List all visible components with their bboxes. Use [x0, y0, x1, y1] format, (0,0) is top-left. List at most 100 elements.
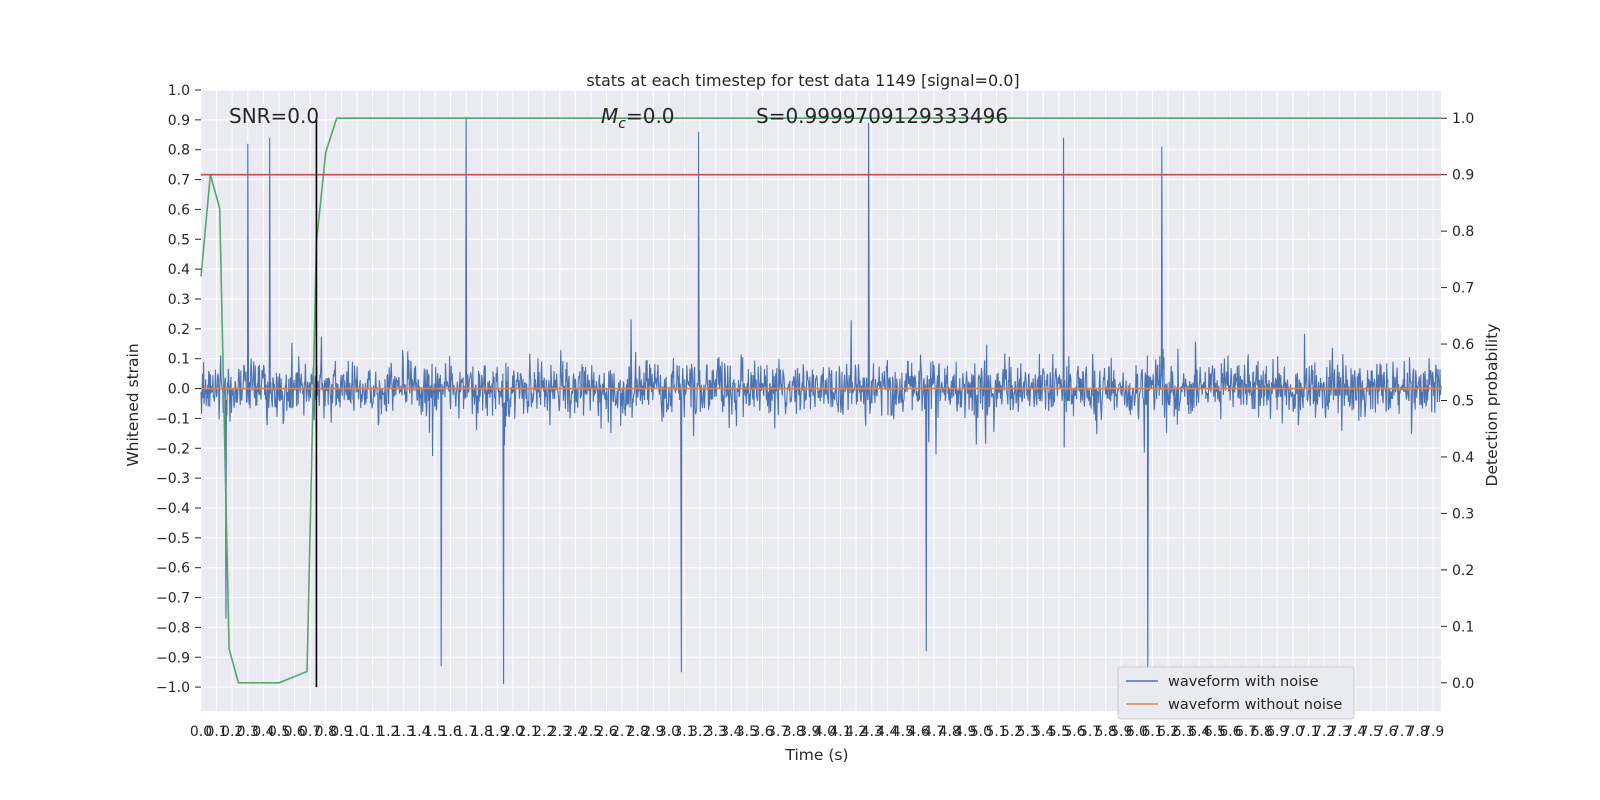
y-tick-label-left: −1.0	[156, 680, 190, 696]
x-tick-label: 5.3	[1017, 724, 1039, 740]
x-tick-label: 4.4	[876, 724, 898, 740]
mc-annotation-value: =0.0	[626, 104, 675, 128]
x-tick-label: 7.1	[1297, 724, 1319, 740]
x-tick-label: 5.2	[1001, 724, 1023, 740]
legend-label-waveform-with-noise: waveform with noise	[1168, 674, 1319, 690]
x-tick-label: 0.0	[190, 724, 212, 740]
x-tick-label: 3.1	[673, 724, 695, 740]
x-tick-label: 0.6	[283, 724, 305, 740]
x-tick-label: 3.0	[658, 724, 680, 740]
x-tick-label: 4.7	[923, 724, 945, 740]
y-tick-label-right: 0.3	[1452, 506, 1474, 522]
x-tick-label: 4.3	[861, 724, 883, 740]
x-tick-label: 6.9	[1266, 724, 1288, 740]
mc-annotation: Mc=0.0	[601, 104, 675, 132]
y-tick-label-left: 0.1	[168, 352, 190, 368]
y-tick-label-right: 0.9	[1452, 168, 1474, 184]
x-tick-label: 5.7	[1079, 724, 1101, 740]
y-tick-label-left: 0.3	[168, 292, 190, 308]
x-tick-label: 4.6	[907, 724, 929, 740]
x-tick-label: 2.8	[627, 724, 649, 740]
x-tick-label: 4.8	[939, 724, 961, 740]
y-tick-label-left: 1.0	[168, 83, 190, 99]
y-tick-label-right: 0.2	[1452, 563, 1474, 579]
y-tick-label-right: 0.0	[1452, 676, 1474, 692]
x-tick-label: 1.2	[377, 724, 399, 740]
x-tick-label: 2.0	[502, 724, 524, 740]
x-tick-label: 2.1	[517, 724, 539, 740]
x-tick-label: 2.3	[549, 724, 571, 740]
x-tick-label: 7.4	[1344, 724, 1366, 740]
series-layer	[200, 116, 1442, 688]
x-tick-label: 5.4	[1032, 724, 1054, 740]
y-tick-label-right: 0.7	[1452, 281, 1474, 297]
x-tick-label: 2.4	[564, 724, 586, 740]
y-tick-label-left: 0.2	[168, 322, 190, 338]
x-tick-label: 7.6	[1375, 724, 1397, 740]
x-tick-label: 1.9	[486, 724, 508, 740]
x-tick-label: 4.1	[829, 724, 851, 740]
x-tick-label: 7.2	[1313, 724, 1335, 740]
ticks-layer: 0.00.10.20.30.40.50.60.70.80.91.01.11.21…	[156, 83, 1474, 740]
x-tick-label: 6.6	[1219, 724, 1241, 740]
s-annotation: S=0.9999709129333496	[756, 104, 1008, 128]
x-tick-label: 7.8	[1406, 724, 1428, 740]
legend-label-waveform-without-noise: waveform without noise	[1168, 697, 1342, 713]
x-tick-label: 7.5	[1360, 724, 1382, 740]
y-tick-label-left: 0.4	[168, 262, 190, 278]
x-tick-label: 0.7	[299, 724, 321, 740]
x-tick-label: 5.8	[1095, 724, 1117, 740]
x-tick-label: 3.8	[783, 724, 805, 740]
x-tick-label: 1.0	[346, 724, 368, 740]
x-tick-label: 7.7	[1391, 724, 1413, 740]
x-tick-label: 3.5	[736, 724, 758, 740]
x-tick-label: 6.7	[1235, 724, 1257, 740]
x-tick-label: 3.9	[798, 724, 820, 740]
x-tick-label: 5.5	[1048, 724, 1070, 740]
y-tick-label-left: −0.5	[156, 531, 190, 547]
x-tick-label: 0.1	[205, 724, 227, 740]
x-tick-label: 5.6	[1063, 724, 1085, 740]
x-tick-label: 6.0	[1126, 724, 1148, 740]
x-tick-label: 6.4	[1188, 724, 1210, 740]
y-tick-label-right: 0.8	[1452, 224, 1474, 240]
x-tick-label: 2.5	[580, 724, 602, 740]
y-tick-label-left: −0.1	[156, 411, 190, 427]
x-tick-label: 7.3	[1328, 724, 1350, 740]
x-tick-label: 3.3	[705, 724, 727, 740]
x-tick-label: 1.4	[408, 724, 430, 740]
x-tick-label: 2.6	[595, 724, 617, 740]
y-tick-label-left: −0.9	[156, 650, 190, 666]
x-tick-label: 4.5	[892, 724, 914, 740]
y-tick-label-right: 0.5	[1452, 394, 1474, 410]
x-tick-label: 6.8	[1250, 724, 1272, 740]
x-tick-label: 4.9	[954, 724, 976, 740]
grid	[200, 89, 1441, 711]
chart-title: stats at each timestep for test data 114…	[586, 71, 1019, 90]
x-tick-label: 6.1	[1141, 724, 1163, 740]
y-tick-label-left: −0.6	[156, 561, 190, 577]
x-tick-label: 5.9	[1110, 724, 1132, 740]
x-tick-label: 0.3	[237, 724, 259, 740]
x-tick-label: 5.0	[970, 724, 992, 740]
x-tick-label: 7.0	[1282, 724, 1304, 740]
y-tick-label-left: 0.5	[168, 232, 190, 248]
x-tick-label: 5.1	[985, 724, 1007, 740]
x-tick-label: 3.4	[720, 724, 742, 740]
legend-box	[1117, 666, 1355, 720]
x-tick-label: 1.7	[455, 724, 477, 740]
x-tick-label: 3.7	[767, 724, 789, 740]
x-tick-label: 1.8	[471, 724, 493, 740]
x-tick-label: 0.8	[315, 724, 337, 740]
series-detection-probability	[200, 117, 1441, 684]
y-tick-label-left: −0.2	[156, 441, 190, 457]
x-tick-label: 1.6	[439, 724, 461, 740]
y-tick-label-left: 0.0	[168, 382, 190, 398]
y-tick-label-right: 0.4	[1452, 450, 1474, 466]
y-tick-label-left: 0.9	[168, 113, 190, 129]
y-tick-label-left: −0.7	[156, 591, 190, 607]
y-tick-label-left: 0.8	[168, 143, 190, 159]
x-tick-label: 0.4	[252, 724, 274, 740]
y-axis-label-right: Detection probability	[1483, 324, 1501, 487]
